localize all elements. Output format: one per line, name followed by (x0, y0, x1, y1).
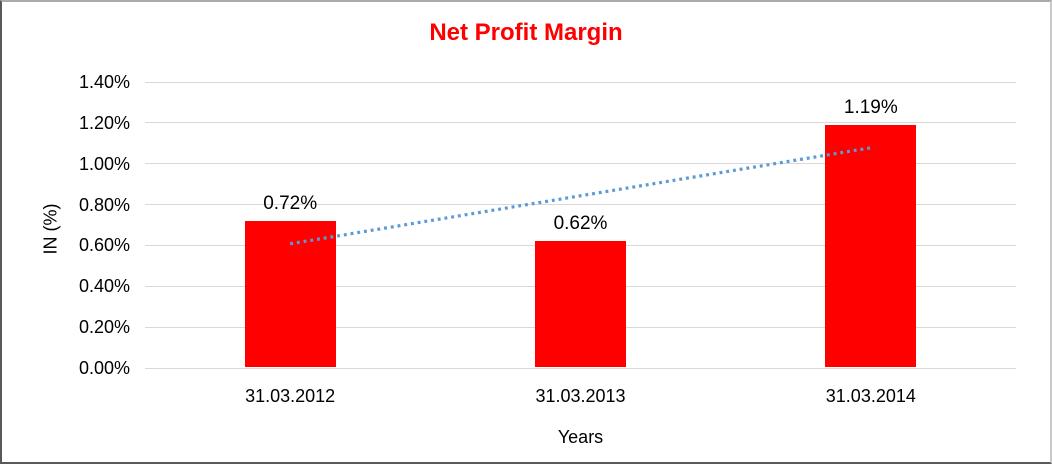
gridline (145, 367, 1016, 369)
x-tick-label: 31.03.2012 (245, 386, 336, 406)
x-tick-label: 31.03.2014 (825, 386, 916, 406)
y-tick-label: 0.00% (78, 358, 130, 378)
x-axis-title: Years (557, 427, 604, 447)
chart-title: Net Profit Margin (429, 19, 623, 46)
bar-value-label: 0.62% (553, 213, 608, 235)
gridline (145, 122, 1016, 124)
y-tick-label: 0.80% (78, 194, 130, 215)
y-tick-label: 1.00% (78, 153, 130, 174)
bar (244, 220, 336, 367)
y-tick-label: 0.20% (78, 317, 130, 338)
y-tick-label: 0.40% (78, 276, 130, 297)
y-tick-label: 1.20% (78, 112, 130, 133)
y-tick-label: 0.60% (78, 235, 130, 256)
y-tick-label: 1.40% (78, 72, 130, 92)
x-tick-label: 31.03.2013 (535, 386, 626, 406)
bar-value-label: 0.72% (263, 192, 318, 214)
bar (825, 124, 917, 367)
bar (535, 241, 626, 367)
gridline (145, 81, 1016, 83)
bar-value-label: 1.19% (843, 96, 898, 118)
